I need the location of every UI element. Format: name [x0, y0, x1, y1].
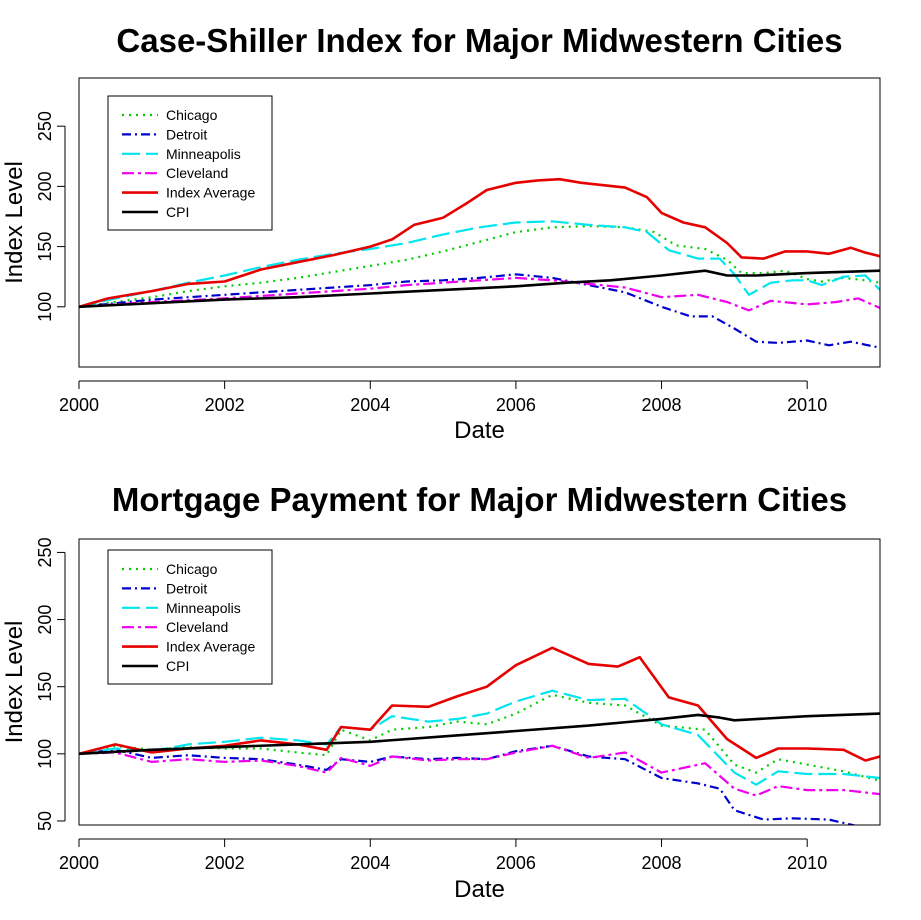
chart-1-y-axis-label: Index Level: [1, 161, 28, 284]
chart-1-x-tick-label: 2004: [350, 395, 390, 415]
chart-2-x-tick-label: 2010: [787, 853, 827, 873]
chart-2-y-tick-label: 50: [35, 811, 55, 831]
chart-2-x-tick-label: 2000: [59, 853, 99, 873]
chart-2-x-tick-label: 2008: [642, 853, 682, 873]
chart-1-series-chicago: [79, 225, 880, 308]
chart-2-y-tick-label: 200: [35, 605, 55, 635]
chart-2-legend-label-detroit: Detroit: [166, 580, 207, 596]
chart-1-legend-box: [107, 95, 273, 231]
chart-2-series-index-average: [79, 646, 880, 762]
chart-1-series-cleveland: [79, 276, 880, 312]
chart-2-x-tick-label: 2004: [350, 853, 390, 873]
chart-1-legend-label-detroit: Detroit: [166, 126, 207, 142]
chart-2-legend-label-minneapolis: Minneapolis: [166, 600, 241, 616]
chart-1-legend-label-cpi: CPI: [166, 204, 189, 220]
chart-2-legend-label-cleveland: Cleveland: [166, 619, 228, 635]
chart-1-legend-label-chicago: Chicago: [166, 107, 218, 123]
chart-2-legend-label-chicago: Chicago: [166, 561, 218, 577]
chart-2-series-cpi: [79, 712, 880, 756]
chart-1-legend-label-index-average: Index Average: [166, 185, 255, 201]
chart-1-x-tick-label: 2010: [787, 395, 827, 415]
chart-2-title: Mortgage Payment for Major Midwestern Ci…: [112, 481, 847, 518]
chart-1: Case-Shiller Index for Major Midwestern …: [1, 22, 881, 444]
chart-1-title: Case-Shiller Index for Major Midwestern …: [116, 22, 842, 59]
chart-2-x-tick-label: 2002: [205, 853, 245, 873]
chart-1-series-group: [79, 177, 880, 349]
chart-2-series-group: [79, 646, 880, 825]
chart-2-legend-box: [107, 549, 273, 685]
chart-1-legend-label-minneapolis: Minneapolis: [166, 146, 241, 162]
chart-1-legend: Chicago Detroit Minneapolis Cleveland Index …: [107, 95, 273, 231]
chart-1-y-tick-label: 200: [35, 171, 55, 201]
chart-1-x-axis-label: Date: [454, 417, 505, 444]
chart-1-series-detroit: [79, 273, 880, 349]
chart-1-series-cpi: [79, 269, 880, 309]
chart-2-y-tick-label: 150: [35, 672, 55, 702]
chart-1-legend-label-cleveland: Cleveland: [166, 165, 228, 181]
chart-2-series-chicago: [79, 693, 880, 782]
chart-1-x-tick-label: 2006: [496, 395, 536, 415]
chart-1-series-minneapolis: [79, 220, 880, 308]
chart-2-legend: Chicago Detroit Minneapolis Cleveland Index …: [107, 549, 273, 685]
chart-1-x-tick-label: 2002: [205, 395, 245, 415]
chart-2-y-axis-label: Index Level: [1, 621, 28, 744]
chart-1-plot-frame: [78, 77, 881, 368]
chart-2-y-tick-label: 250: [35, 537, 55, 567]
chart-2-series-minneapolis: [79, 689, 880, 786]
chart-1-y-tick-label: 250: [35, 111, 55, 141]
chart-2-series-detroit: [79, 744, 858, 825]
chart-2-legend-label-index-average: Index Average: [166, 639, 255, 655]
chart-2-plot-frame: [78, 538, 881, 826]
chart-2-y-tick-label: 100: [35, 739, 55, 769]
chart-2-x-tick-label: 2006: [496, 853, 536, 873]
chart-1-x-tick-label: 2000: [59, 395, 99, 415]
chart-1-y-tick-label: 150: [35, 232, 55, 262]
chart-2-x-axis-label: Date: [454, 876, 505, 903]
chart-2-legend-label-cpi: CPI: [166, 658, 189, 674]
chart-2: Mortgage Payment for Major Midwestern Ci…: [1, 481, 881, 903]
chart-1-x-tick-label: 2008: [642, 395, 682, 415]
chart-1-y-tick-label: 100: [35, 292, 55, 322]
chart-1-series-index-average: [79, 177, 880, 309]
chart-2-series-cleveland: [79, 744, 880, 797]
